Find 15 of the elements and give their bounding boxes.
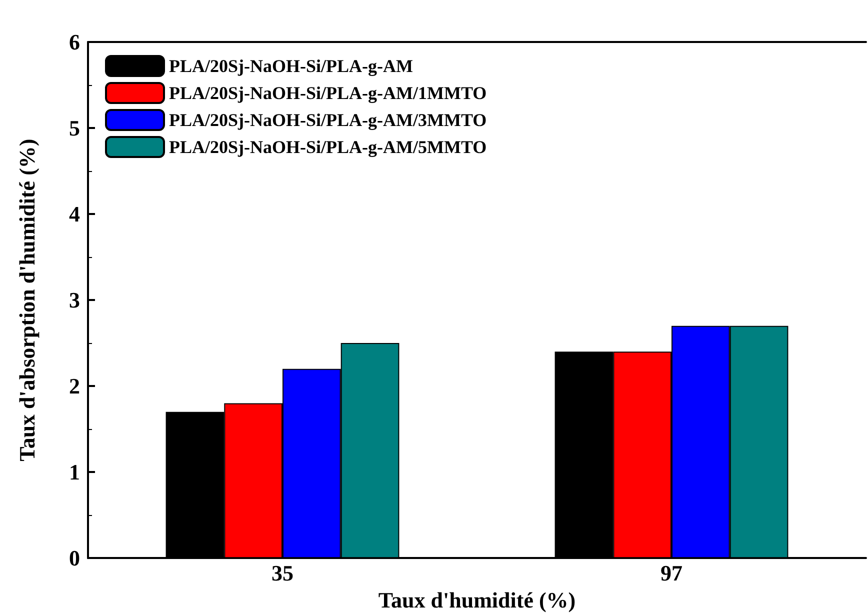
y-axis-title: Taux d'absorption d'humidité (%) <box>14 138 40 462</box>
y-tick-label: 6 <box>69 30 80 54</box>
legend-label: PLA/20Sj-NaOH-Si/PLA-g-AM <box>169 56 413 76</box>
y-tick-label: 1 <box>69 460 80 485</box>
legend-label: PLA/20Sj-NaOH-Si/PLA-g-AM/3MMTO <box>169 110 487 130</box>
y-tick-label: 5 <box>69 116 80 141</box>
y-tick-label: 0 <box>69 546 80 571</box>
x-axis-title: Taux d'humidité (%) <box>378 588 576 612</box>
y-tick-label: 3 <box>69 288 80 313</box>
legend-label: PLA/20Sj-NaOH-Si/PLA-g-AM/5MMTO <box>169 137 487 157</box>
x-tick-label: 97 <box>660 560 682 586</box>
y-tick-label: 2 <box>69 374 80 399</box>
legend-label: PLA/20Sj-NaOH-Si/PLA-g-AM/1MMTO <box>169 83 487 103</box>
y-tick-label: 4 <box>69 202 80 227</box>
x-tick-label: 35 <box>272 560 294 586</box>
